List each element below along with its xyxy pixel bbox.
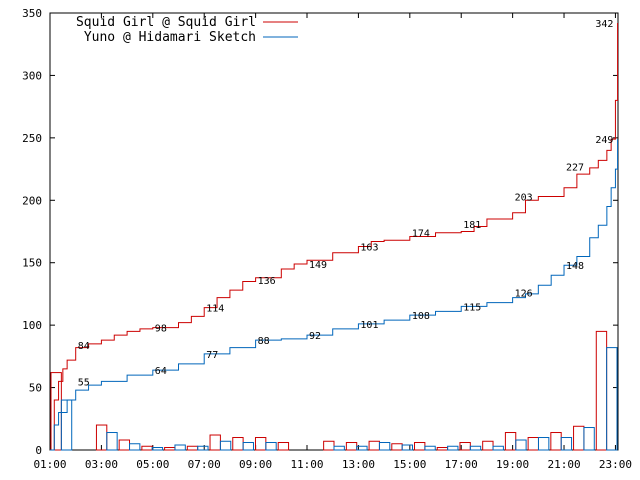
data-label: 77 — [206, 350, 218, 361]
x-tick-label: 21:00 — [547, 458, 580, 471]
bar-yuno — [537, 437, 550, 451]
bar-squid-girl — [368, 440, 380, 451]
bar-yuno — [447, 445, 459, 451]
data-label: 249 — [595, 135, 613, 146]
data-label: 115 — [463, 302, 481, 313]
bar-squid-girl — [550, 432, 562, 451]
bar-yuno — [469, 445, 482, 451]
data-label: 174 — [412, 229, 430, 240]
bar-yuno — [606, 347, 618, 451]
data-label: 88 — [258, 336, 270, 347]
data-label: 84 — [78, 341, 90, 352]
bar-yuno — [378, 442, 391, 451]
data-label: 126 — [515, 289, 533, 300]
bar-squid-girl — [482, 440, 494, 451]
bar-squid-girl — [323, 440, 335, 451]
bar-squid-girl — [391, 443, 403, 451]
bar-yuno — [583, 427, 595, 451]
data-label: 136 — [258, 276, 276, 287]
bar-yuno — [424, 445, 436, 451]
y-tick-label: 300 — [22, 69, 42, 82]
y-tick-label: 250 — [22, 132, 42, 145]
x-tick-label: 07:00 — [188, 458, 221, 471]
bar-squid-girl — [164, 447, 176, 451]
bar-squid-girl — [527, 437, 539, 451]
data-label: 98 — [155, 324, 167, 335]
x-tick-label: 13:00 — [342, 458, 375, 471]
data-label: 163 — [360, 242, 378, 253]
bar-yuno — [151, 447, 164, 451]
y-tick-label: 100 — [22, 319, 42, 332]
data-label: 55 — [78, 377, 90, 388]
legend-label: Squid Girl @ Squid Girl — [76, 15, 256, 30]
x-tick-label: 19:00 — [496, 458, 529, 471]
bar-squid-girl — [573, 425, 585, 451]
bar-squid-girl — [118, 439, 131, 451]
data-label: 114 — [206, 304, 224, 315]
y-tick-label: 150 — [22, 257, 42, 270]
legend-label: Yuno @ Hidamari Sketch — [84, 30, 256, 45]
x-tick-label: 09:00 — [239, 458, 272, 471]
x-tick-label: 15:00 — [393, 458, 426, 471]
bar-squid-girl — [186, 445, 199, 451]
x-tick-label: 05:00 — [136, 458, 169, 471]
bar-squid-girl — [232, 437, 244, 451]
bar-yuno — [219, 440, 232, 451]
data-label: 148 — [566, 261, 584, 272]
y-tick-label: 0 — [35, 444, 42, 457]
bar-yuno — [492, 445, 504, 451]
bar-yuno — [129, 443, 141, 451]
bar-yuno — [265, 442, 277, 451]
bar-yuno — [356, 445, 368, 451]
bar-squid-girl — [436, 447, 449, 451]
bar-squid-girl — [345, 442, 358, 451]
x-tick-label: 01:00 — [33, 458, 66, 471]
data-label: 149 — [309, 260, 327, 271]
y-tick-label: 50 — [29, 382, 42, 395]
bar-squid-girl — [209, 434, 221, 451]
data-label: 92 — [309, 331, 321, 342]
data-label: 64 — [155, 366, 167, 377]
x-tick-label: 11:00 — [290, 458, 323, 471]
data-label: 227 — [566, 163, 584, 174]
bar-squid-girl — [254, 437, 267, 451]
bar-yuno — [197, 445, 209, 451]
y-tick-label: 350 — [22, 7, 42, 20]
series-line-yuno — [50, 139, 619, 451]
bar-yuno — [60, 399, 73, 451]
bar-yuno — [515, 439, 527, 451]
bar-squid-girl — [414, 442, 426, 451]
data-label: 181 — [463, 220, 481, 231]
bar-yuno — [401, 444, 414, 451]
x-tick-label: 23:00 — [599, 458, 632, 471]
series-line-squid-girl — [50, 22, 619, 451]
data-label: 203 — [515, 193, 533, 204]
x-tick-label: 03:00 — [85, 458, 118, 471]
bar-squid-girl — [277, 442, 290, 451]
bar-yuno — [333, 445, 345, 451]
data-label: 101 — [360, 320, 378, 331]
data-label: 108 — [412, 311, 430, 322]
data-label: 342 — [595, 19, 613, 30]
bar-squid-girl — [141, 445, 153, 451]
bar-squid-girl — [50, 372, 62, 451]
bar-yuno — [174, 444, 186, 451]
bar-yuno — [106, 432, 118, 451]
plot-frame — [49, 12, 619, 451]
y-tick-label: 200 — [22, 194, 42, 207]
x-tick-label: 17:00 — [445, 458, 478, 471]
bar-yuno — [242, 442, 254, 451]
bar-squid-girl — [504, 432, 517, 451]
bar-squid-girl — [595, 330, 608, 451]
bar-yuno — [560, 437, 573, 451]
